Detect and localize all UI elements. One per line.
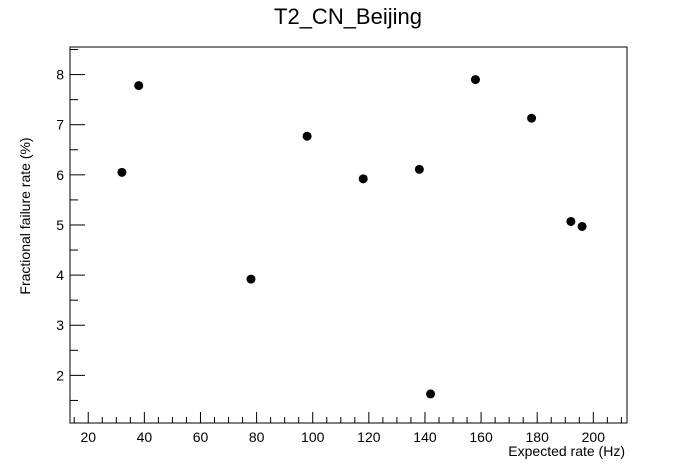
data-point — [134, 81, 144, 91]
data-point — [527, 113, 537, 123]
y-tick-label: 5 — [56, 217, 64, 233]
data-point — [566, 216, 576, 226]
data-point — [470, 75, 480, 85]
x-axis-label: Expected rate (Hz) — [508, 443, 625, 459]
data-points — [117, 75, 587, 399]
x-tick-label: 200 — [582, 429, 606, 445]
x-tick-label: 20 — [80, 429, 96, 445]
y-tick-label: 2 — [56, 367, 64, 383]
y-tick-label: 7 — [56, 117, 64, 133]
x-axis: 20 40 60 80 100 120 140 160 180 200 — [73, 412, 622, 445]
y-tick-label: 6 — [56, 167, 64, 183]
x-tick-label: 180 — [526, 429, 550, 445]
data-point — [117, 167, 127, 177]
x-tick-label: 140 — [413, 429, 437, 445]
plot-frame — [69, 46, 628, 424]
x-tick-label: 120 — [357, 429, 381, 445]
y-tick-label: 4 — [56, 267, 64, 283]
data-point — [302, 131, 312, 141]
data-point — [577, 221, 587, 231]
x-tick-label: 80 — [249, 429, 265, 445]
x-tick-label: 160 — [469, 429, 493, 445]
x-tick-label: 40 — [137, 429, 153, 445]
data-point — [414, 164, 424, 174]
y-tick-label: 8 — [56, 67, 64, 83]
x-tick-label: 100 — [301, 429, 325, 445]
chart-title: T2_CN_Beijing — [274, 4, 422, 29]
data-point — [426, 389, 436, 399]
data-point — [358, 174, 368, 184]
y-tick-label: 3 — [56, 317, 64, 333]
y-axis: 2 3 4 5 6 7 8 — [56, 49, 85, 401]
data-point — [246, 274, 256, 284]
x-tick-label: 60 — [193, 429, 209, 445]
y-axis-label: Fractional failure rate (%) — [17, 137, 33, 294]
